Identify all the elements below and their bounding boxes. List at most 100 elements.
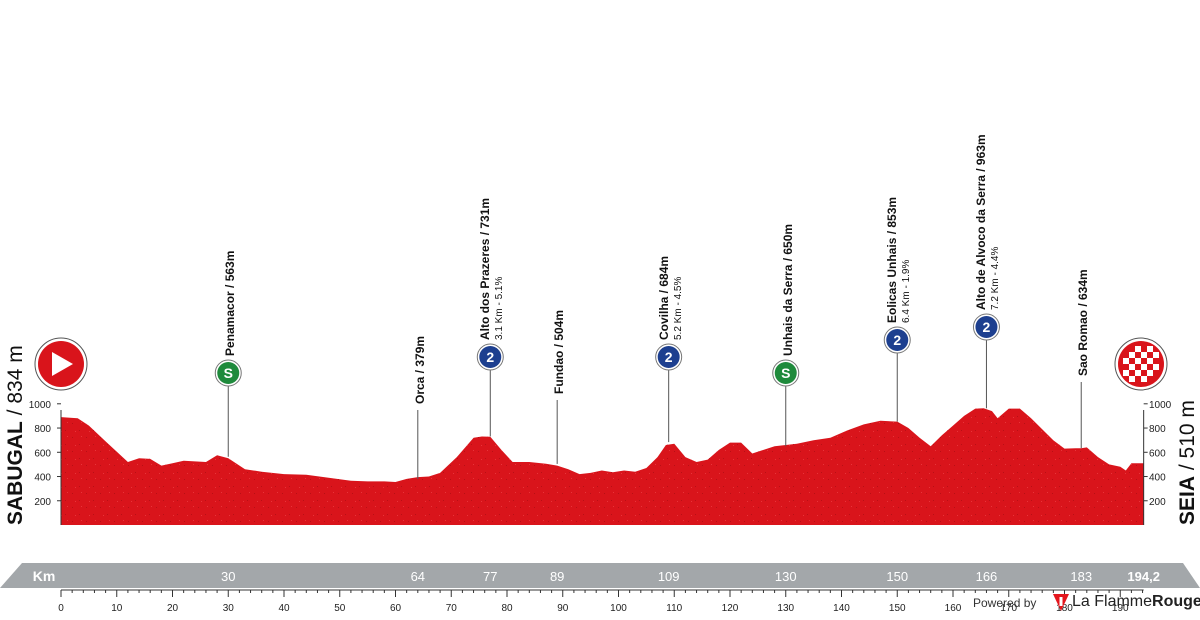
km-bar-mark: 30: [221, 569, 235, 584]
finish-check-square: [1129, 376, 1135, 382]
annotation-label: Alto dos Prazeres / 731m 3.1 Km - 5.1%: [476, 198, 505, 340]
y-tick-label-right: 1000: [1149, 400, 1172, 411]
x-tick-label: 180: [1056, 603, 1073, 614]
finish-check-square: [1147, 346, 1153, 352]
finish-check-square: [1135, 358, 1141, 364]
finish-check-square: [1123, 358, 1129, 364]
annotation-label: Penamacor / 563m: [221, 251, 239, 356]
finish-check-square: [1147, 358, 1153, 364]
annotation-label: Fundao / 504m: [550, 310, 568, 394]
x-tick-label: 110: [666, 603, 682, 614]
km-bar-mark: 166: [976, 569, 998, 584]
climb-badge-text: 2: [983, 319, 991, 335]
finish-check-square: [1129, 364, 1135, 370]
x-tick-label: 80: [501, 603, 513, 614]
climb-badge-icon: [479, 346, 502, 368]
climb-badge-text: 2: [893, 332, 901, 348]
annotation-detail: 3.1 Km - 5.1%: [494, 276, 506, 340]
start-elevation: 834 m: [4, 345, 27, 404]
finish-elevation: 510 m: [1176, 400, 1199, 459]
annotation-name: Unhais da Serra / 650m: [780, 223, 795, 356]
x-tick-label: 130: [777, 603, 794, 614]
la-flamme-rouge-logo-icon: [1053, 594, 1069, 611]
finish-check-square: [1153, 364, 1159, 370]
finish-check-square: [1147, 370, 1153, 376]
annotation-name: Alto dos Prazeres / 731m: [478, 197, 493, 340]
km-bar-mark: 150: [886, 569, 908, 584]
brand-name-part1: La Flamme: [1072, 593, 1153, 610]
finish-check-square: [1153, 352, 1159, 358]
x-tick-label: 150: [889, 603, 906, 614]
annotation-label: Covilha / 684m 5.2 Km - 4.5%: [655, 256, 684, 340]
x-axis: 0 10 20 30 40 50 60 70 80 90 100 110 120 130 140 150 160…: [58, 589, 1144, 614]
x-tick-label: 20: [167, 603, 179, 614]
annotation-label: Sao Romao / 634m: [1074, 269, 1092, 376]
km-bar-label: Km: [33, 568, 56, 584]
x-tick-label: 170: [1000, 603, 1017, 614]
annotation-label: Unhais da Serra / 650m: [779, 224, 797, 356]
km-bar-mark: 89: [550, 569, 564, 584]
finish-check-square: [1141, 352, 1147, 358]
km-bar-mark: 109: [658, 569, 680, 584]
km-bar: Km: [0, 563, 1200, 588]
km-bar-mark: 64: [411, 569, 425, 584]
km-bar-mark: 194,2: [1127, 569, 1160, 584]
annotation-name: Alto de Alvoco da Serra / 963m: [974, 134, 989, 310]
x-tick-label: 70: [446, 603, 458, 614]
sprint-badge-text: S: [781, 365, 790, 381]
km-bar-mark: 130: [775, 569, 797, 584]
climb-badge-icon: [886, 329, 909, 351]
annotation-name: Orca / 379m: [412, 335, 427, 404]
finish-check-square: [1135, 370, 1141, 376]
km-bar-mark: 77: [483, 569, 497, 584]
x-tick-label: 160: [945, 603, 962, 614]
y-tick-label-left: 1000: [29, 400, 52, 411]
finish-name: SEIA: [1176, 475, 1199, 525]
y-tick-label-right: 600: [1149, 448, 1166, 459]
x-tick-label: 100: [610, 603, 627, 614]
y-tick-label-left: 200: [34, 497, 51, 508]
sprint-badge-icon: [774, 362, 797, 384]
climb-badge-text: 2: [486, 349, 494, 365]
finish-label: SEIA / 510 m: [1176, 400, 1199, 525]
y-tick-label-right: 200: [1149, 497, 1166, 508]
start-label: SABUGAL / 834 m: [4, 345, 27, 525]
y-tick-label-left: 800: [34, 424, 51, 435]
y-tick-label-right: 400: [1149, 473, 1166, 484]
annotation-detail: 5.2 Km - 4.5%: [672, 276, 684, 340]
annotation-name: Covilha / 684m: [656, 255, 671, 340]
start-name: SABUGAL: [4, 421, 27, 525]
finish-check-square: [1123, 370, 1129, 376]
finish-check-square: [1141, 376, 1147, 382]
km-bar-background: [0, 563, 1200, 588]
sprint-badge-text: S: [224, 365, 233, 381]
annotation-name: Fundao / 504m: [552, 309, 567, 394]
x-tick-label: 0: [58, 603, 64, 614]
annotation-name: Eolicas Unhais / 853m: [885, 196, 900, 323]
finish-check-square: [1129, 352, 1135, 358]
x-tick-label: 50: [334, 603, 346, 614]
annotation-name: Sao Romao / 634m: [1076, 269, 1091, 376]
annotation-detail: 6.4 Km - 1.9%: [901, 259, 913, 323]
x-tick-label: 60: [390, 603, 402, 614]
brand-logo-text: La FlammeRouge: [1072, 593, 1200, 611]
start-flag-icon: [34, 337, 88, 391]
x-tick-label: 190: [1112, 603, 1129, 614]
x-tick-label: 30: [223, 603, 235, 614]
brand-name-part2: Rouge: [1152, 593, 1200, 610]
y-axes: 200 200 400 400 600 600 800 800 1000 1000: [29, 400, 1172, 525]
annotations: S 2 2 S 2 2: [214, 313, 1082, 480]
sprint-badge-icon: [217, 362, 240, 384]
climb-badge-icon: [657, 346, 680, 368]
finish-check-square: [1141, 364, 1147, 370]
profile-area: [61, 408, 1144, 525]
y-tick-label-right: 800: [1149, 424, 1166, 435]
km-bar-mark: 183: [1070, 569, 1092, 584]
elevation-texture: [61, 408, 1144, 525]
annotation-label: Orca / 379m: [411, 336, 429, 404]
x-tick-label: 140: [833, 603, 850, 614]
km-bar-marks: 30 64 77 89 109 130 150 166 183 194,2: [221, 569, 1160, 584]
x-tick-label: 40: [278, 603, 290, 614]
